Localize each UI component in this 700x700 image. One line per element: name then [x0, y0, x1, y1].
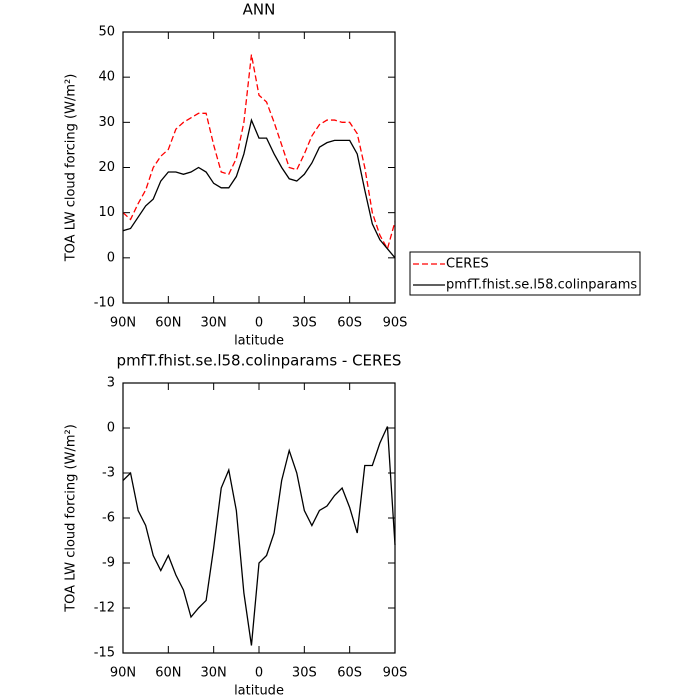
x-axis-label: latitude	[234, 334, 284, 349]
x-tick-label: 30N	[201, 316, 227, 331]
plot-frame	[122, 382, 396, 654]
data-line	[122, 117, 396, 259]
legend-label: pmfT.fhist.se.l58.colinparams	[446, 278, 637, 293]
legend-label: CERES	[446, 257, 489, 272]
y-tick-label: -9	[102, 556, 115, 571]
y-tick-label: 0	[107, 421, 115, 436]
x-tick-label: 30N	[201, 666, 227, 681]
y-axis-label: TOA LW cloud forcing (W/m²)	[64, 424, 79, 613]
x-tick-label: 90S	[383, 666, 408, 681]
y-tick-label: 50	[98, 25, 115, 40]
chart-title: ANN	[243, 1, 276, 19]
x-tick-label: 90S	[383, 316, 408, 331]
y-tick-label: -15	[94, 646, 115, 661]
y-axis-label: TOA LW cloud forcing (W/m²)	[64, 74, 79, 263]
x-axis-label: latitude	[234, 684, 284, 699]
x-tick-label: 60S	[337, 666, 362, 681]
x-tick-label: 60N	[155, 316, 181, 331]
x-tick-label: 0	[255, 666, 263, 681]
y-tick-label: 40	[98, 70, 115, 85]
x-tick-label: 30S	[292, 316, 317, 331]
legend-box	[409, 251, 641, 296]
y-tick-label: -6	[102, 511, 115, 526]
x-tick-label: 60S	[337, 316, 362, 331]
chart-title: pmfT.fhist.se.l58.colinparams - CERES	[117, 352, 402, 370]
data-line	[122, 54, 396, 251]
data-line	[122, 426, 396, 646]
x-tick-label: 30S	[292, 666, 317, 681]
y-tick-label: 3	[107, 376, 115, 391]
y-tick-label: 20	[98, 160, 115, 175]
x-tick-label: 90N	[110, 666, 136, 681]
y-tick-label: -3	[102, 466, 115, 481]
plot-frame	[122, 31, 396, 304]
x-tick-label: 60N	[155, 666, 181, 681]
x-tick-label: 90N	[110, 316, 136, 331]
x-tick-label: 0	[255, 316, 263, 331]
y-tick-label: 30	[98, 115, 115, 130]
y-tick-label: 10	[98, 205, 115, 220]
y-tick-label: 0	[107, 250, 115, 265]
y-tick-label: -12	[94, 601, 115, 616]
y-tick-label: -10	[94, 296, 115, 311]
